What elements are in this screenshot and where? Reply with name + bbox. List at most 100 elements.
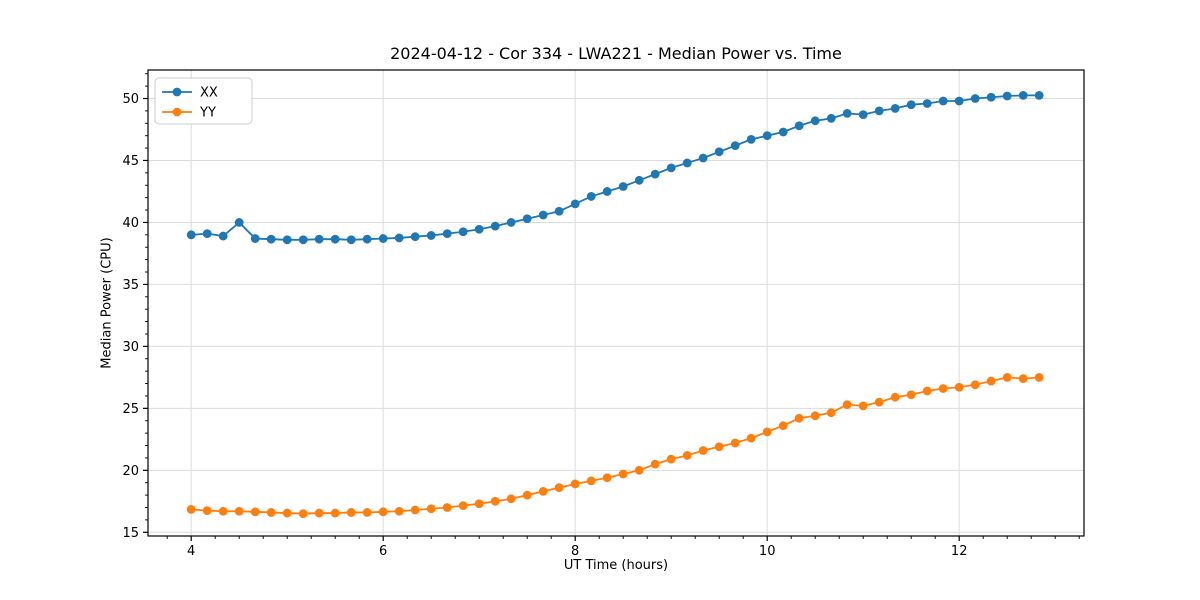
data-point-YY [714,442,724,452]
data-point-YY [410,505,420,515]
data-point-XX [698,153,708,163]
data-point-XX [266,234,276,244]
chart-title: 2024-04-12 - Cor 334 - LWA221 - Median P… [390,44,842,63]
data-point-XX [442,229,452,238]
data-point-XX [234,218,244,227]
y-tick-label: 30 [122,340,139,355]
data-point-YY [842,400,852,410]
data-point-YY [618,469,628,479]
data-point-XX [714,147,724,157]
y-tick-label: 20 [122,464,139,479]
data-point-YY [986,376,996,386]
data-point-YY [362,508,372,517]
data-point-XX [842,108,852,118]
x-tick-label: 4 [187,544,195,559]
data-point-YY [282,508,292,518]
data-point-YY [682,451,692,460]
data-point-XX [1034,91,1044,100]
data-point-XX [522,214,532,224]
data-point-XX [1002,91,1012,101]
data-point-YY [218,506,228,516]
data-point-YY [586,476,596,486]
data-point-YY [506,494,516,504]
data-point-XX [410,232,420,242]
data-point-YY [954,382,964,392]
data-point-YY [538,486,548,496]
data-point-YY [666,454,676,464]
data-point-XX [426,231,436,240]
axes-box [147,69,1085,537]
data-point-XX [826,113,836,123]
data-point-XX [970,94,980,103]
data-point-XX [330,234,340,244]
data-point-XX [650,169,660,179]
y-tick-label: 45 [122,154,139,169]
data-point-YY [298,509,308,519]
y-axis-label: Median Power (CPU) [99,237,115,369]
data-point-XX [794,121,804,131]
data-point-YY [346,508,356,517]
data-point-YY [810,411,820,421]
data-point-YY [778,421,788,431]
data-point-XX [218,231,228,241]
data-point-XX [490,221,500,231]
data-point-YY [314,508,324,518]
data-point-YY [426,504,436,514]
data-point-YY [602,473,612,483]
data-point-XX [602,187,612,196]
data-point-XX [890,104,900,113]
data-point-XX [922,99,932,108]
data-point-YY [250,507,260,517]
data-point-YY [1018,374,1028,384]
legend-marker-XX [172,87,182,97]
data-point-YY [1034,372,1044,382]
data-point-XX [298,235,308,245]
data-point-YY [570,479,580,489]
data-point-YY [858,401,868,411]
legend-label-YY: YY [199,106,216,121]
data-point-YY [490,496,500,506]
data-point-XX [618,182,628,191]
y-tick-label: 25 [122,402,139,417]
data-point-XX [586,192,596,201]
data-point-YY [474,499,484,509]
legend-label-XX: XX [200,86,218,101]
data-point-XX [458,227,468,237]
data-point-XX [250,234,260,243]
data-point-XX [730,141,740,151]
data-point-YY [874,397,884,407]
data-point-XX [570,199,580,209]
data-point-XX [1018,91,1028,100]
data-point-YY [458,501,468,511]
data-point-XX [906,100,916,110]
data-point-XX [378,234,388,243]
data-point-YY [522,490,532,500]
data-point-XX [762,131,772,141]
data-point-XX [282,235,292,245]
data-point-YY [442,503,452,512]
y-tick-label: 50 [122,92,139,107]
y-tick-label: 40 [122,216,139,231]
data-point-YY [970,380,980,390]
data-point-YY [698,446,708,455]
data-point-XX [666,163,676,173]
x-axis-label: UT Time (hours) [563,558,669,573]
data-point-YY [330,508,340,518]
data-point-XX [986,92,996,102]
data-point-YY [794,413,804,423]
data-point-YY [378,507,388,517]
data-point-YY [922,386,932,396]
data-point-XX [746,135,756,144]
data-point-YY [938,384,948,393]
series-line-XX [191,94,1040,241]
data-point-YY [762,427,772,437]
data-point-XX [938,96,948,106]
data-point-YY [906,390,916,400]
data-point-XX [394,233,404,243]
data-point-XX [474,224,484,234]
data-point-XX [810,116,820,126]
data-point-XX [954,96,964,106]
data-point-YY [650,459,660,469]
data-point-YY [554,483,564,493]
